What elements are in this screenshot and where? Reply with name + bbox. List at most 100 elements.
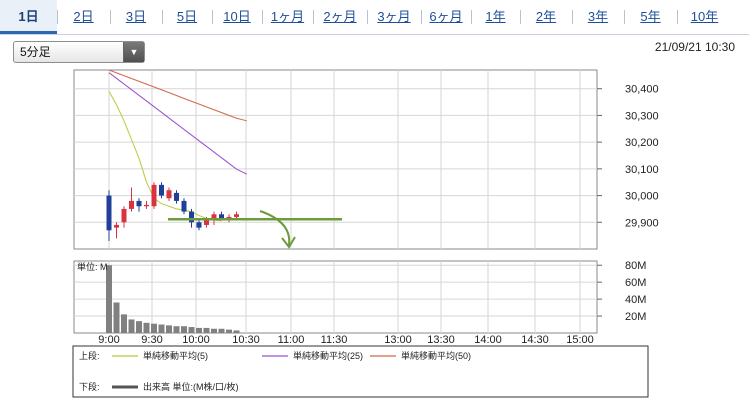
tab-separator [677, 10, 678, 24]
candle-body [196, 222, 202, 228]
candle-body [181, 200, 187, 212]
volume-chart-frame [73, 260, 598, 334]
candle-body [226, 216, 232, 219]
ma50-line [108, 69, 247, 122]
time-tick-label: 10:30 [232, 334, 260, 346]
interval-select[interactable]: 5分足 ▼ [13, 41, 145, 63]
volume-tick-label: 20M [625, 311, 646, 323]
price-tick-label: 30,300 [625, 110, 659, 122]
tab-2[interactable]: 3日 [125, 9, 147, 24]
volume-axis: 80M 60M 40M 20M [597, 260, 646, 323]
chevron-down-icon[interactable]: ▼ [123, 42, 144, 62]
price-chart-grid [74, 70, 597, 249]
candlestick-series [106, 182, 239, 241]
volume-unit-label: 単位: M [77, 261, 108, 272]
volume-bar [143, 322, 150, 333]
tab-separator [471, 10, 472, 24]
candle-body [174, 192, 179, 201]
candle-body [144, 204, 149, 207]
tab-separator [57, 10, 58, 24]
volume-bar [233, 330, 240, 333]
price-tick-label: 29,900 [625, 217, 659, 229]
tab-separator [421, 10, 422, 24]
tab-12[interactable]: 5年 [640, 9, 661, 24]
time-tick-label: 11:30 [321, 334, 348, 346]
candle-body [189, 211, 194, 223]
volume-bar [203, 327, 210, 333]
tab-7[interactable]: 3ヶ月 [377, 9, 411, 24]
tab-10[interactable]: 2年 [535, 9, 557, 24]
tab-separator [212, 10, 213, 24]
tab-8[interactable]: 6ヶ月 [429, 9, 463, 24]
time-tick-label: 10:00 [182, 334, 210, 346]
legend-ma5-label: 単純移動平均(5) [143, 350, 208, 361]
volume-bar [113, 302, 120, 333]
price-tick-label: 30,100 [625, 164, 659, 176]
price-tick-label: 30,400 [625, 84, 659, 96]
tab-6[interactable]: 2ヶ月 [323, 9, 357, 24]
annotation-arrow [168, 210, 342, 249]
time-tick-label: 9:00 [98, 334, 119, 346]
time-tick-label: 9:30 [141, 334, 162, 346]
candle-body [204, 219, 209, 225]
candle-body [129, 200, 134, 209]
time-tick-label: 13:30 [427, 334, 455, 346]
candle-body [151, 184, 157, 207]
tab-separator [313, 10, 314, 24]
volume-bar [158, 324, 165, 333]
legend-ma25-label: 単純移動平均(25) [293, 350, 363, 361]
volume-bar [166, 325, 172, 333]
time-tick-label: 14:00 [474, 334, 502, 346]
tab-separator [572, 10, 573, 24]
volume-bar [196, 327, 202, 333]
legend-upper-label: 上段: [79, 350, 100, 361]
tab-0[interactable]: 1日 [0, 0, 57, 34]
candle-body [114, 224, 119, 228]
candle-body [211, 214, 217, 220]
volume-bar [226, 329, 232, 333]
candle-body [136, 200, 142, 207]
ma5-line [108, 91, 222, 222]
volume-bar [151, 323, 157, 333]
period-tab-bar: 1日 2日 3日 5日 10日 1ヶ月 2ヶ月 3ヶ月 6ヶ月 1年 2年 3年 5年 10年 [0, 0, 749, 35]
volume-bars [106, 265, 240, 333]
legend-box [72, 345, 649, 398]
volume-tick-label: 60M [625, 277, 646, 289]
candle-body [106, 195, 112, 231]
volume-bar [181, 326, 187, 333]
price-tick-label: 30,000 [625, 191, 659, 203]
time-tick-label: 14:30 [521, 334, 549, 346]
chart-datetime: 21/09/21 10:30 [654, 40, 735, 54]
tab-5[interactable]: 1ヶ月 [270, 9, 305, 24]
candle-body [121, 208, 127, 223]
tab-13[interactable]: 10年 [690, 9, 719, 24]
time-tick-label: 13:00 [384, 334, 412, 346]
volume-bar [121, 314, 127, 333]
tab-1[interactable]: 2日 [73, 9, 94, 24]
volume-chart-grid [74, 261, 597, 333]
price-tick-label: 30,200 [625, 137, 659, 149]
volume-bar [136, 321, 142, 333]
volume-bar [128, 319, 135, 333]
time-tick-label: 15:00 [566, 334, 594, 346]
volume-bar [211, 328, 217, 333]
ma25-line [108, 72, 248, 175]
moving-average-lines [108, 69, 248, 222]
tab-separator [367, 10, 368, 24]
time-tick-label: 11:00 [278, 334, 305, 346]
tab-separator [624, 10, 625, 24]
tab-3[interactable]: 5日 [176, 9, 198, 24]
volume-tick-label: 40M [625, 294, 646, 306]
tab-separator [262, 10, 263, 24]
candle-body [166, 190, 172, 199]
volume-tick-label: 80M [625, 260, 646, 272]
annotation-arrow-curve [259, 210, 291, 246]
tab-9[interactable]: 1年 [485, 9, 506, 24]
tab-11[interactable]: 3年 [587, 9, 609, 24]
tab-4[interactable]: 10日 [223, 9, 251, 24]
volume-bar [218, 328, 225, 333]
price-axis: 30,400 30,300 30,200 30,100 30,000 29,900 [597, 84, 659, 229]
tab-separator [520, 10, 521, 24]
volume-bar [173, 326, 180, 333]
